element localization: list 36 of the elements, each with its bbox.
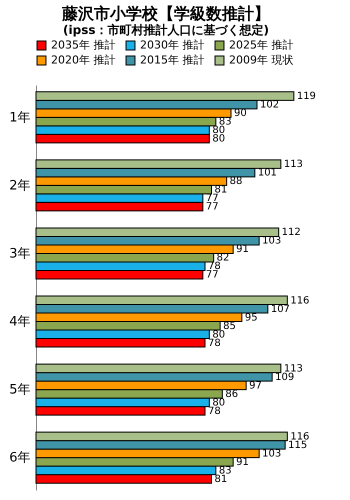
- data-label: 88: [230, 176, 242, 188]
- data-label: 113: [284, 159, 303, 170]
- legend-label: 2020年 推計: [51, 54, 116, 66]
- data-label: 78: [208, 338, 221, 349]
- data-label: 90: [234, 108, 247, 120]
- data-label: 116: [290, 295, 310, 306]
- data-label: 91: [236, 456, 249, 468]
- chart-subtitle: (ipss：市町村推計人口に基づく想定): [63, 23, 269, 37]
- legend-label: 2009年 現状: [229, 54, 294, 66]
- data-label: 97: [249, 380, 262, 392]
- data-label: 109: [275, 372, 294, 383]
- legend-label: 2025年 推計: [229, 38, 294, 52]
- y-tick-label: 5年: [9, 382, 30, 398]
- legend-label: 2035年 推計: [51, 38, 116, 52]
- y-tick-label: 4年: [9, 314, 30, 330]
- chart-title: 藤沢市小学校【学級数推計】: [61, 4, 270, 23]
- data-label: 101: [258, 168, 277, 179]
- data-label: 78: [208, 406, 221, 417]
- data-label: 103: [262, 448, 282, 460]
- legend-label: 2030年 推計: [140, 38, 204, 52]
- data-label: 85: [223, 320, 236, 332]
- y-tick-label: 1年: [9, 110, 30, 126]
- legend-label: 2015年 推計: [140, 54, 204, 66]
- data-label: 77: [206, 270, 219, 281]
- data-label: 81: [214, 474, 228, 485]
- data-label: 95: [244, 312, 258, 324]
- data-label: 102: [260, 100, 280, 111]
- data-label: 119: [296, 91, 316, 102]
- data-label: 77: [206, 202, 219, 213]
- data-label: 115: [288, 440, 308, 451]
- data-label: 112: [282, 227, 301, 238]
- data-label: 107: [270, 304, 290, 315]
- y-tick-label: 6年: [9, 450, 30, 466]
- data-label: 80: [212, 134, 226, 145]
- y-tick-label: 3年: [9, 246, 30, 262]
- y-tick-label: 2年: [9, 178, 30, 194]
